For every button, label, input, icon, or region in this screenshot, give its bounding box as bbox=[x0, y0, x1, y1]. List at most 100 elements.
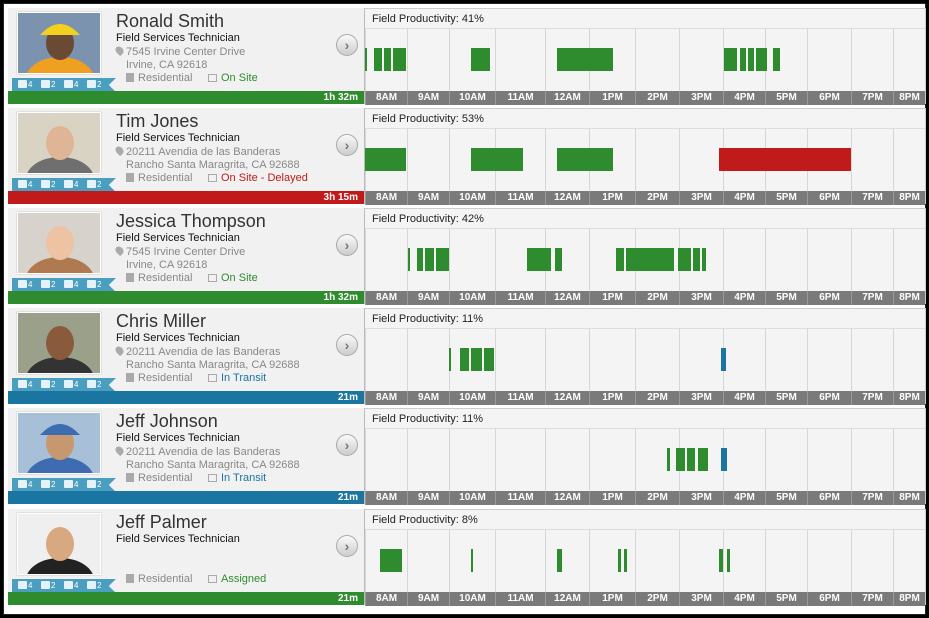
task-count-badge[interactable]: 4 bbox=[64, 79, 78, 91]
schedule-block[interactable] bbox=[624, 549, 628, 572]
schedule-block[interactable] bbox=[483, 348, 494, 371]
team-count-badge[interactable]: 2 bbox=[87, 79, 101, 91]
schedule-block[interactable] bbox=[470, 348, 482, 371]
technician-card[interactable]: 4 2 4 2 Jessica Thompson Field Services Techn… bbox=[8, 208, 364, 304]
technician-card[interactable]: 4 2 4 2 Jeff Palmer Field Services Technician… bbox=[8, 509, 364, 605]
details-chevron-button[interactable]: › bbox=[336, 535, 358, 557]
schedule-block[interactable] bbox=[667, 448, 670, 471]
team-count-badge[interactable]: 2 bbox=[87, 479, 101, 491]
technician-name[interactable]: Ronald Smith bbox=[116, 11, 225, 31]
technician-name[interactable]: Chris Miller bbox=[116, 311, 206, 331]
details-chevron-button[interactable]: › bbox=[336, 234, 358, 256]
document-count-badge[interactable]: 2 bbox=[41, 479, 55, 491]
technician-name[interactable]: Tim Jones bbox=[116, 111, 199, 131]
task-count-badge[interactable]: 4 bbox=[64, 179, 78, 191]
document-count-badge[interactable]: 2 bbox=[41, 179, 55, 191]
schedule-block[interactable] bbox=[470, 549, 473, 572]
technician-card[interactable]: 4 2 4 2 Tim Jones Field Services Technician 20… bbox=[8, 108, 364, 204]
team-count-badge[interactable]: 2 bbox=[87, 179, 101, 191]
timeline-grid[interactable] bbox=[365, 328, 925, 392]
schedule-block[interactable] bbox=[555, 248, 562, 271]
timeline-panel[interactable]: Field Productivity: 8% 8AM 9AM 10AM 11AM 12AM… bbox=[364, 509, 926, 606]
schedule-block[interactable] bbox=[755, 48, 767, 71]
schedule-block[interactable] bbox=[384, 48, 391, 71]
technician-row[interactable]: 4 2 4 2 Ronald Smith Field Services Technicia… bbox=[8, 8, 926, 105]
timeline-panel[interactable]: Field Productivity: 11% 8AM 9AM 10AM 11AM 12A… bbox=[364, 308, 926, 405]
schedule-block[interactable] bbox=[449, 348, 452, 371]
task-count-badge[interactable]: 4 bbox=[64, 580, 78, 592]
task-count-badge[interactable]: 4 bbox=[64, 379, 78, 391]
task-count-badge[interactable]: 4 bbox=[64, 279, 78, 291]
technician-row[interactable]: 4 2 4 2 Jeff Johnson Field Services Technicia… bbox=[8, 408, 926, 505]
message-count-badge[interactable]: 4 bbox=[18, 379, 32, 391]
details-chevron-button[interactable]: › bbox=[336, 34, 358, 56]
timeline-grid[interactable] bbox=[365, 228, 925, 292]
schedule-block[interactable] bbox=[773, 48, 780, 71]
details-chevron-button[interactable]: › bbox=[336, 434, 358, 456]
schedule-block[interactable] bbox=[436, 248, 450, 271]
timeline-grid[interactable] bbox=[365, 529, 925, 593]
team-count-badge[interactable]: 2 bbox=[87, 580, 101, 592]
schedule-block[interactable] bbox=[460, 348, 469, 371]
technician-row[interactable]: 4 2 4 2 Jeff Palmer Field Services Technician… bbox=[8, 509, 926, 606]
schedule-block[interactable] bbox=[626, 248, 674, 271]
technician-card[interactable]: 4 2 4 2 Chris Miller Field Services Technicia… bbox=[8, 308, 364, 404]
schedule-block[interactable] bbox=[617, 549, 621, 572]
schedule-block[interactable] bbox=[721, 348, 726, 371]
schedule-block[interactable] bbox=[739, 48, 747, 71]
details-chevron-button[interactable]: › bbox=[336, 134, 358, 156]
schedule-block[interactable] bbox=[373, 48, 383, 71]
document-count-badge[interactable]: 2 bbox=[41, 279, 55, 291]
technician-name[interactable]: Jessica Thompson bbox=[116, 211, 266, 231]
schedule-block[interactable] bbox=[693, 248, 700, 271]
schedule-block[interactable] bbox=[686, 448, 696, 471]
schedule-block[interactable] bbox=[748, 48, 754, 71]
schedule-block[interactable] bbox=[408, 248, 411, 271]
schedule-block[interactable] bbox=[726, 549, 731, 572]
technician-row[interactable]: 4 2 4 2 Jessica Thompson Field Services Techn… bbox=[8, 208, 926, 305]
document-count-badge[interactable]: 2 bbox=[41, 79, 55, 91]
technician-card[interactable]: 4 2 4 2 Jeff Johnson Field Services Technicia… bbox=[8, 408, 364, 504]
schedule-block[interactable] bbox=[701, 248, 707, 271]
schedule-block[interactable] bbox=[615, 248, 625, 271]
schedule-block[interactable] bbox=[557, 148, 614, 171]
details-chevron-button[interactable]: › bbox=[336, 334, 358, 356]
message-count-badge[interactable]: 4 bbox=[18, 79, 32, 91]
task-count-badge[interactable]: 4 bbox=[64, 479, 78, 491]
technician-row[interactable]: 4 2 4 2 Chris Miller Field Services Technicia… bbox=[8, 308, 926, 405]
message-count-badge[interactable]: 4 bbox=[18, 179, 32, 191]
document-count-badge[interactable]: 2 bbox=[41, 580, 55, 592]
technician-row[interactable]: 4 2 4 2 Tim Jones Field Services Technician 20… bbox=[8, 108, 926, 205]
schedule-block[interactable] bbox=[719, 148, 851, 171]
document-count-badge[interactable]: 2 bbox=[41, 379, 55, 391]
schedule-block[interactable] bbox=[365, 148, 407, 171]
schedule-block[interactable] bbox=[697, 448, 709, 471]
schedule-block[interactable] bbox=[557, 549, 562, 572]
schedule-block[interactable] bbox=[527, 248, 551, 271]
technician-name[interactable]: Jeff Johnson bbox=[116, 411, 218, 431]
timeline-panel[interactable]: Field Productivity: 11% 8AM 9AM 10AM 11AM 12A… bbox=[364, 408, 926, 505]
message-count-badge[interactable]: 4 bbox=[18, 279, 32, 291]
timeline-panel[interactable]: Field Productivity: 41% 8AM 9AM 10AM 11AM 12A… bbox=[364, 8, 926, 105]
schedule-block[interactable] bbox=[380, 549, 402, 572]
schedule-block[interactable] bbox=[721, 448, 727, 471]
timeline-grid[interactable] bbox=[365, 28, 925, 92]
schedule-block[interactable] bbox=[470, 148, 523, 171]
technician-card[interactable]: 4 2 4 2 Ronald Smith Field Services Technicia… bbox=[8, 8, 364, 104]
team-count-badge[interactable]: 2 bbox=[87, 379, 101, 391]
schedule-block[interactable] bbox=[365, 48, 368, 71]
schedule-block[interactable] bbox=[719, 549, 723, 572]
message-count-badge[interactable]: 4 bbox=[18, 479, 32, 491]
schedule-block[interactable] bbox=[723, 48, 738, 71]
schedule-block[interactable] bbox=[393, 48, 407, 71]
team-count-badge[interactable]: 2 bbox=[87, 279, 101, 291]
timeline-grid[interactable] bbox=[365, 128, 925, 192]
schedule-block[interactable] bbox=[557, 48, 614, 71]
technician-name[interactable]: Jeff Palmer bbox=[116, 512, 207, 532]
timeline-panel[interactable]: Field Productivity: 53% 8AM 9AM 10AM 11AM 12A… bbox=[364, 108, 926, 205]
message-count-badge[interactable]: 4 bbox=[18, 580, 32, 592]
timeline-grid[interactable] bbox=[365, 428, 925, 492]
schedule-block[interactable] bbox=[676, 448, 685, 471]
timeline-panel[interactable]: Field Productivity: 42% 8AM 9AM 10AM 11AM 12A… bbox=[364, 208, 926, 305]
schedule-block[interactable] bbox=[470, 48, 491, 71]
